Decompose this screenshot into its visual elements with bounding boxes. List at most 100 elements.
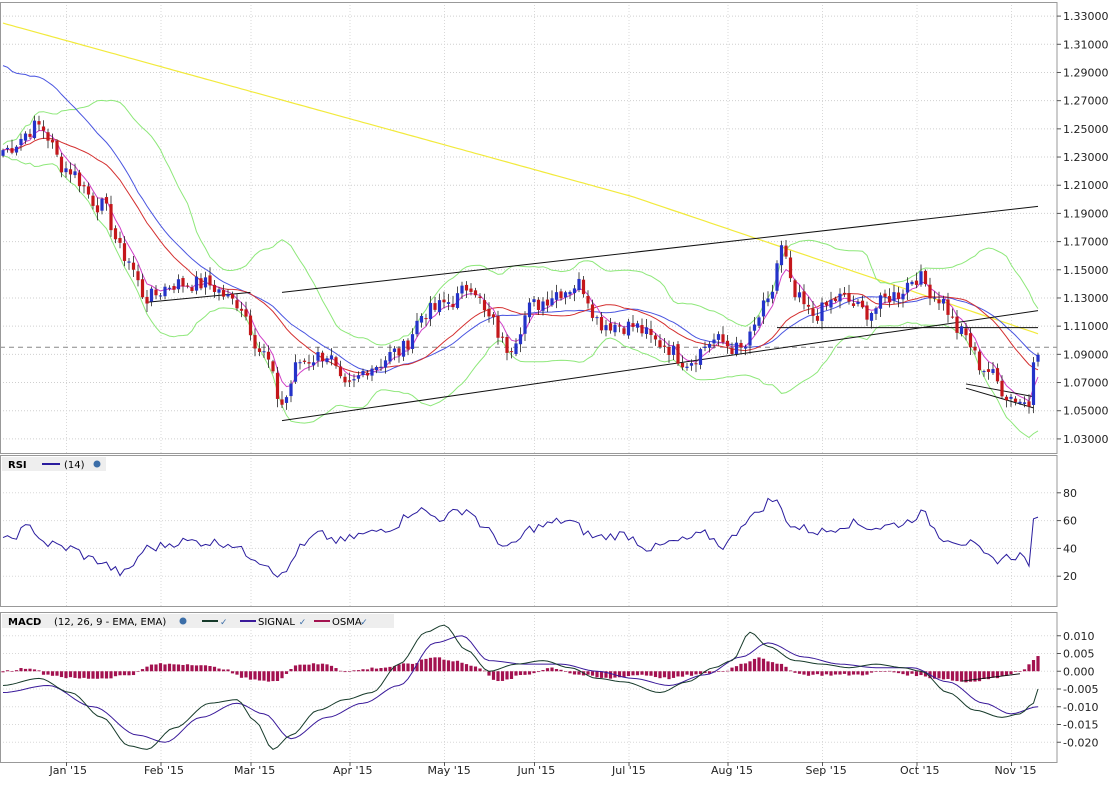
candle-body — [896, 292, 901, 299]
osma-bar — [982, 671, 986, 679]
macd-legend-check-icon[interactable]: ✓ — [299, 618, 307, 628]
osma-bar — [401, 663, 406, 672]
osma-bar — [734, 666, 739, 672]
osma-bar — [1031, 660, 1036, 672]
osma-bar — [217, 668, 221, 672]
candle-body — [590, 304, 595, 318]
candle-body — [514, 343, 518, 355]
candle-body — [1018, 401, 1022, 404]
osma-bar — [77, 671, 82, 679]
rsi-tick-label: 80 — [1063, 487, 1077, 500]
osma-bar — [865, 671, 869, 675]
osma-bar — [41, 671, 46, 675]
candle-body — [32, 120, 37, 139]
osma-bar — [536, 671, 541, 673]
candle-body — [446, 302, 451, 304]
candle-body — [941, 298, 946, 304]
candle-body — [491, 314, 496, 318]
price-tick-label: 1.23000 — [1063, 151, 1109, 164]
osma-bar — [721, 671, 725, 672]
candle-body — [122, 243, 127, 261]
candle-body — [136, 271, 140, 281]
price-tick-label: 1.07000 — [1063, 377, 1109, 390]
candle-body — [325, 358, 329, 363]
osma-bar — [671, 671, 676, 678]
osma-bar — [730, 667, 734, 672]
macd-legend-check-icon[interactable]: ✓ — [220, 618, 228, 628]
osma-bar — [856, 671, 860, 675]
candle-body — [950, 316, 955, 318]
osma-bar — [892, 671, 896, 673]
candle-body — [1013, 398, 1018, 402]
osma-bar — [973, 671, 977, 682]
candle-body — [640, 325, 644, 334]
osma-bar — [64, 671, 68, 679]
osma-bar — [1022, 669, 1027, 672]
price-tick-label: 1.33000 — [1063, 10, 1109, 23]
osma-bar — [356, 670, 361, 672]
macd-legend-check-icon[interactable]: ✓ — [360, 618, 368, 628]
candle-body — [932, 297, 937, 299]
month-label: Oct '15 — [900, 764, 940, 777]
osma-bar — [937, 671, 941, 679]
candle-body — [275, 372, 280, 399]
osma-bar — [446, 660, 451, 672]
candle-body — [617, 325, 622, 327]
osma-bar — [419, 659, 424, 672]
osma-bar — [433, 657, 437, 672]
osma-bar — [1009, 671, 1013, 675]
candle-body — [217, 289, 221, 293]
osma-bar — [388, 666, 392, 672]
candle-body — [374, 366, 379, 371]
wedge-lower-line — [965, 387, 1034, 409]
candle-body — [563, 292, 568, 298]
rsi-panel: RSI (14) — [2, 457, 1039, 578]
candle-body — [626, 321, 631, 336]
osma-bar — [343, 671, 347, 673]
candle-body — [878, 295, 883, 309]
osma-bar — [770, 662, 775, 672]
candle-body — [91, 195, 95, 206]
macd-settings-icon[interactable] — [179, 617, 187, 625]
candle-body — [248, 315, 253, 336]
panel-frames — [0, 2, 1058, 763]
osma-bar — [275, 671, 280, 681]
candle-body — [370, 368, 374, 376]
price-tick-label: 1.05000 — [1063, 405, 1109, 418]
candle-body — [608, 323, 613, 331]
osma-bar — [455, 660, 460, 672]
price-tick-label: 1.09000 — [1063, 348, 1109, 361]
macd-tick-label: 0.005 — [1063, 648, 1095, 661]
channel-lower-trendline — [281, 310, 1039, 422]
candle-body — [914, 280, 919, 285]
candle-body — [289, 383, 293, 397]
osma-bar — [37, 670, 41, 672]
candle-body — [676, 344, 680, 364]
osma-bar — [743, 663, 748, 672]
candle-body — [311, 362, 316, 366]
candle-body — [802, 291, 806, 305]
rsi-settings-icon[interactable] — [93, 460, 101, 468]
osma-bar — [199, 665, 203, 672]
macd-tick-label: -0.015 — [1063, 719, 1098, 732]
osma-bar — [847, 671, 851, 676]
candle-body — [244, 309, 248, 317]
candle-body — [977, 351, 982, 371]
month-label: Jun '15 — [517, 764, 556, 777]
candle-body — [842, 292, 847, 295]
price-tick-label: 1.25000 — [1063, 123, 1109, 136]
osma-bar — [338, 670, 343, 672]
osma-bar — [676, 671, 680, 677]
candle-body — [415, 320, 419, 335]
osma-bar — [487, 671, 491, 676]
osma-bar — [635, 671, 640, 676]
macd-panel: MACD (12, 26, 9 - EMA, EMA) ✓ SIGNAL ✓ OSMA✓ — [1, 614, 1040, 751]
candle-body — [383, 360, 388, 368]
candle-body — [230, 293, 235, 299]
osma-bar — [172, 664, 176, 672]
candle-body — [455, 293, 460, 308]
osma-bar — [532, 671, 536, 674]
candle-body — [554, 292, 559, 300]
osma-bar — [964, 671, 968, 683]
candle-body — [185, 285, 190, 287]
